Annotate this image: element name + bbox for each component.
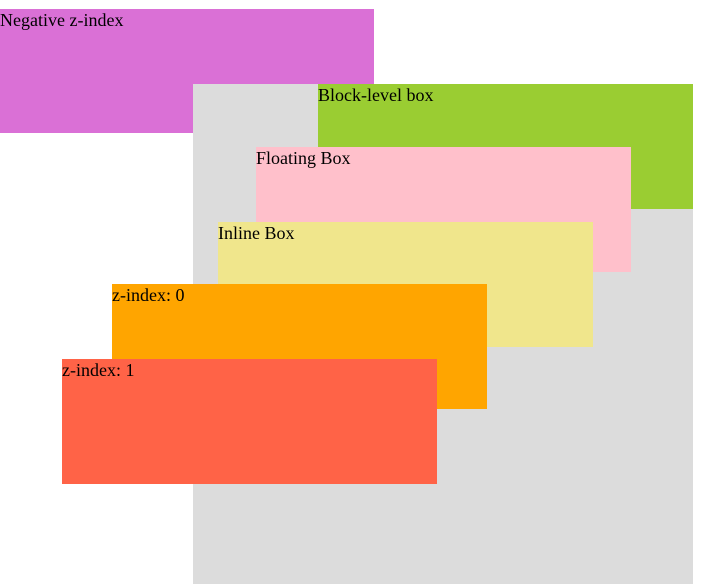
floating-box-label: Floating Box [256, 148, 351, 168]
z-index-1-label: z-index: 1 [62, 360, 135, 380]
z-index-1-box: z-index: 1 [62, 359, 437, 484]
inline-box-label: Inline Box [218, 223, 295, 243]
block-level-label: Block-level box [318, 85, 434, 105]
z-index-0-label: z-index: 0 [112, 285, 185, 305]
negative-z-index-label: Negative z-index [0, 10, 124, 30]
